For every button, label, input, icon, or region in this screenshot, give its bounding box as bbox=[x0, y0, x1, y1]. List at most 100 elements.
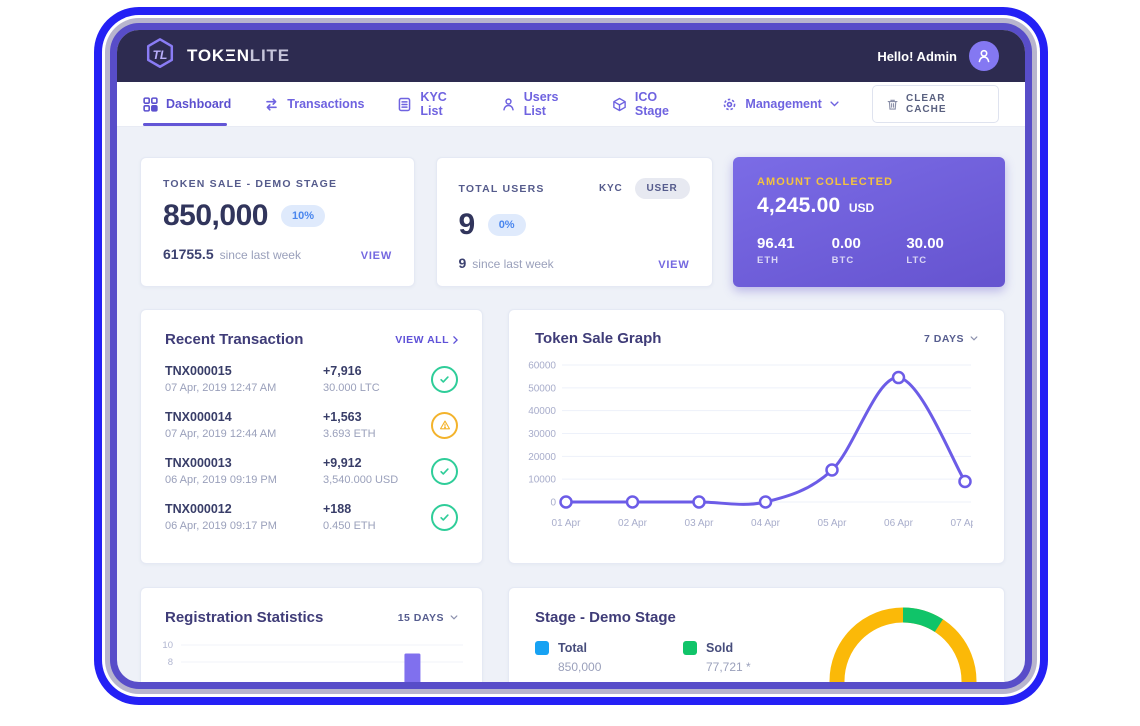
transaction-date: 07 Apr, 2019 12:44 AM bbox=[165, 428, 277, 440]
recent-transactions-title: Recent Transaction bbox=[165, 331, 304, 348]
top-header: TL TOKΞNLITE Hello! Admin bbox=[117, 30, 1025, 82]
svg-text:60000: 60000 bbox=[528, 361, 556, 372]
eth-breakdown: 96.41 ETH bbox=[757, 235, 832, 266]
svg-text:07 Apr: 07 Apr bbox=[951, 518, 973, 529]
swap-arrows-icon bbox=[266, 97, 278, 111]
clear-cache-button[interactable]: CLEAR CACHE bbox=[871, 85, 999, 123]
btc-amount: 0.00 bbox=[831, 235, 861, 252]
transaction-date: 07 Apr, 2019 12:47 AM bbox=[165, 382, 277, 394]
range-selector-7days[interactable]: 7 DAYS bbox=[924, 333, 978, 345]
transaction-id: TNX000012 bbox=[165, 502, 232, 516]
registration-statistics-title: Registration Statistics bbox=[165, 609, 324, 626]
amount-collected-card: AMOUNT COLLECTED 4,245.00 USD 96.41 ETH … bbox=[733, 157, 1005, 287]
chevron-down-icon bbox=[450, 615, 458, 620]
token-sale-line-chart: 0 10000 20000 30000 40000 50000 60000 01 Apr 02 … bbox=[528, 361, 973, 530]
transaction-row[interactable]: TNX000015 07 Apr, 2019 12:47 AM +7,916 30.0… bbox=[165, 364, 458, 394]
svg-text:02 Apr: 02 Apr bbox=[618, 518, 648, 529]
transaction-row[interactable]: TNX000012 06 Apr, 2019 09:17 PM +188 0.450 … bbox=[165, 502, 458, 532]
transaction-date: 06 Apr, 2019 09:17 PM bbox=[165, 520, 277, 532]
nav-item-ico-stage[interactable]: ICO Stage bbox=[612, 82, 690, 126]
token-sale-delta-caption: since last week bbox=[219, 248, 301, 262]
total-users-card: TOTAL USERS KYC USER 9 0% 9 since last w… bbox=[435, 157, 713, 287]
svg-text:8: 8 bbox=[168, 657, 173, 668]
view-all-link[interactable]: VIEW ALL bbox=[395, 334, 458, 346]
btc-symbol: BTC bbox=[831, 255, 855, 266]
status-warning-icon bbox=[431, 411, 458, 439]
sold-legend-value: 77,721 * bbox=[706, 660, 751, 674]
recent-transactions-card: Recent Transaction VIEW ALL TNX000015 07 … bbox=[140, 309, 483, 564]
btc-breakdown: 0.00 BTC bbox=[832, 235, 907, 266]
main-nav: Dashboard Transactions KYC List Users Li… bbox=[117, 82, 1025, 127]
token-sale-label: TOKEN SALE - DEMO STAGE bbox=[163, 178, 338, 190]
chevron-down-icon bbox=[830, 101, 839, 107]
dashboard-frame: TL TOKΞNLITE Hello! Admin Dashboard bbox=[117, 30, 1025, 682]
stage-demo-title: Stage - Demo Stage bbox=[535, 609, 676, 626]
transaction-value: 3.693 ETH bbox=[323, 428, 376, 440]
nav-item-kyc-list[interactable]: KYC List bbox=[397, 82, 467, 126]
dashboard-body: TOKEN SALE - DEMO STAGE 850,000 10% 6175… bbox=[117, 127, 1025, 682]
ltc-amount: 30.00 bbox=[906, 235, 944, 252]
amount-collected-label: AMOUNT COLLECTED bbox=[757, 176, 894, 188]
stage-donut-chart bbox=[829, 607, 977, 682]
document-list-icon bbox=[399, 97, 411, 111]
grid-icon bbox=[143, 96, 158, 112]
transaction-id: TNX000013 bbox=[165, 456, 232, 470]
total-users-value: 9 bbox=[458, 208, 476, 241]
svg-text:10: 10 bbox=[162, 640, 173, 651]
transaction-row[interactable]: TNX000013 06 Apr, 2019 09:19 PM +9,912 3,54… bbox=[165, 456, 458, 486]
transaction-row[interactable]: TNX000014 07 Apr, 2019 12:44 AM +1,563 3.69… bbox=[165, 410, 458, 440]
kyc-toggle-option[interactable]: KYC bbox=[599, 183, 623, 194]
nav-item-management[interactable]: Management bbox=[722, 82, 839, 126]
legend-sold: Sold 77,721 * bbox=[683, 641, 831, 674]
transaction-amount: +7,916 bbox=[323, 364, 362, 378]
user-toggle-option[interactable]: USER bbox=[634, 178, 690, 199]
transaction-value: 30.000 LTC bbox=[323, 382, 380, 394]
registration-bar-chart: 10 8 bbox=[162, 640, 463, 682]
range-selector-15days[interactable]: 15 DAYS bbox=[398, 612, 458, 624]
transaction-id: TNX000015 bbox=[165, 364, 232, 378]
kyc-user-toggle: KYC USER bbox=[599, 178, 690, 199]
token-sale-graph-card: Token Sale Graph 7 DAYS 0 10000 20000 30000… bbox=[508, 309, 1005, 564]
token-sale-delta: 61755.5 bbox=[163, 246, 214, 262]
sold-legend-swatch bbox=[683, 641, 697, 655]
transactions-list: TNX000015 07 Apr, 2019 12:47 AM +7,916 30.0… bbox=[165, 364, 458, 532]
brand-text: TOKΞNLITE bbox=[187, 46, 290, 65]
tokenlite-logo-icon: TL bbox=[143, 37, 177, 76]
svg-text:20000: 20000 bbox=[528, 452, 556, 463]
status-success-icon bbox=[431, 365, 458, 393]
svg-text:03 Apr: 03 Apr bbox=[685, 518, 715, 529]
transaction-value: 0.450 ETH bbox=[323, 520, 376, 532]
token-sale-card: TOKEN SALE - DEMO STAGE 850,000 10% 6175… bbox=[140, 157, 415, 287]
nav-item-users-list[interactable]: Users List bbox=[501, 82, 579, 126]
svg-text:50000: 50000 bbox=[528, 383, 556, 394]
total-legend-swatch bbox=[535, 641, 549, 655]
token-sale-view-link[interactable]: VIEW bbox=[360, 250, 392, 262]
svg-text:01 Apr: 01 Apr bbox=[552, 518, 582, 529]
brand[interactable]: TL TOKΞNLITE bbox=[143, 37, 290, 76]
middle-row: Recent Transaction VIEW ALL TNX000015 07 … bbox=[140, 309, 1005, 564]
transaction-date: 06 Apr, 2019 09:19 PM bbox=[165, 474, 277, 486]
token-sale-growth-badge: 10% bbox=[280, 205, 325, 227]
transaction-amount: +1,563 bbox=[323, 410, 362, 424]
transaction-value: 3,540.000 USD bbox=[323, 474, 399, 486]
eth-symbol: ETH bbox=[757, 255, 779, 266]
stage-demo-card: Stage - Demo Stage Total 850,000 Sold bbox=[508, 587, 1005, 682]
token-sale-value: 850,000 bbox=[163, 199, 268, 232]
svg-text:30000: 30000 bbox=[528, 429, 556, 440]
registration-statistics-card: Registration Statistics 15 DAYS 10 8 bbox=[140, 587, 483, 682]
person-icon bbox=[978, 49, 990, 63]
nav-item-transactions[interactable]: Transactions bbox=[264, 82, 364, 126]
total-users-view-link[interactable]: VIEW bbox=[658, 259, 690, 271]
chevron-right-icon bbox=[453, 335, 458, 344]
total-users-delta: 9 bbox=[458, 255, 467, 271]
token-sale-graph-title: Token Sale Graph bbox=[535, 330, 662, 347]
stage-legend: Total 850,000 Sold 77,721 * bbox=[535, 641, 978, 674]
ltc-breakdown: 30.00 LTC bbox=[906, 235, 981, 266]
greeting-text: Hello! Admin bbox=[877, 48, 957, 64]
svg-text:0: 0 bbox=[550, 498, 556, 509]
user-avatar[interactable] bbox=[969, 41, 999, 71]
svg-text:04 Apr: 04 Apr bbox=[751, 518, 781, 529]
trash-icon bbox=[887, 99, 898, 110]
nav-item-dashboard[interactable]: Dashboard bbox=[143, 82, 231, 126]
svg-text:05 Apr: 05 Apr bbox=[818, 518, 848, 529]
